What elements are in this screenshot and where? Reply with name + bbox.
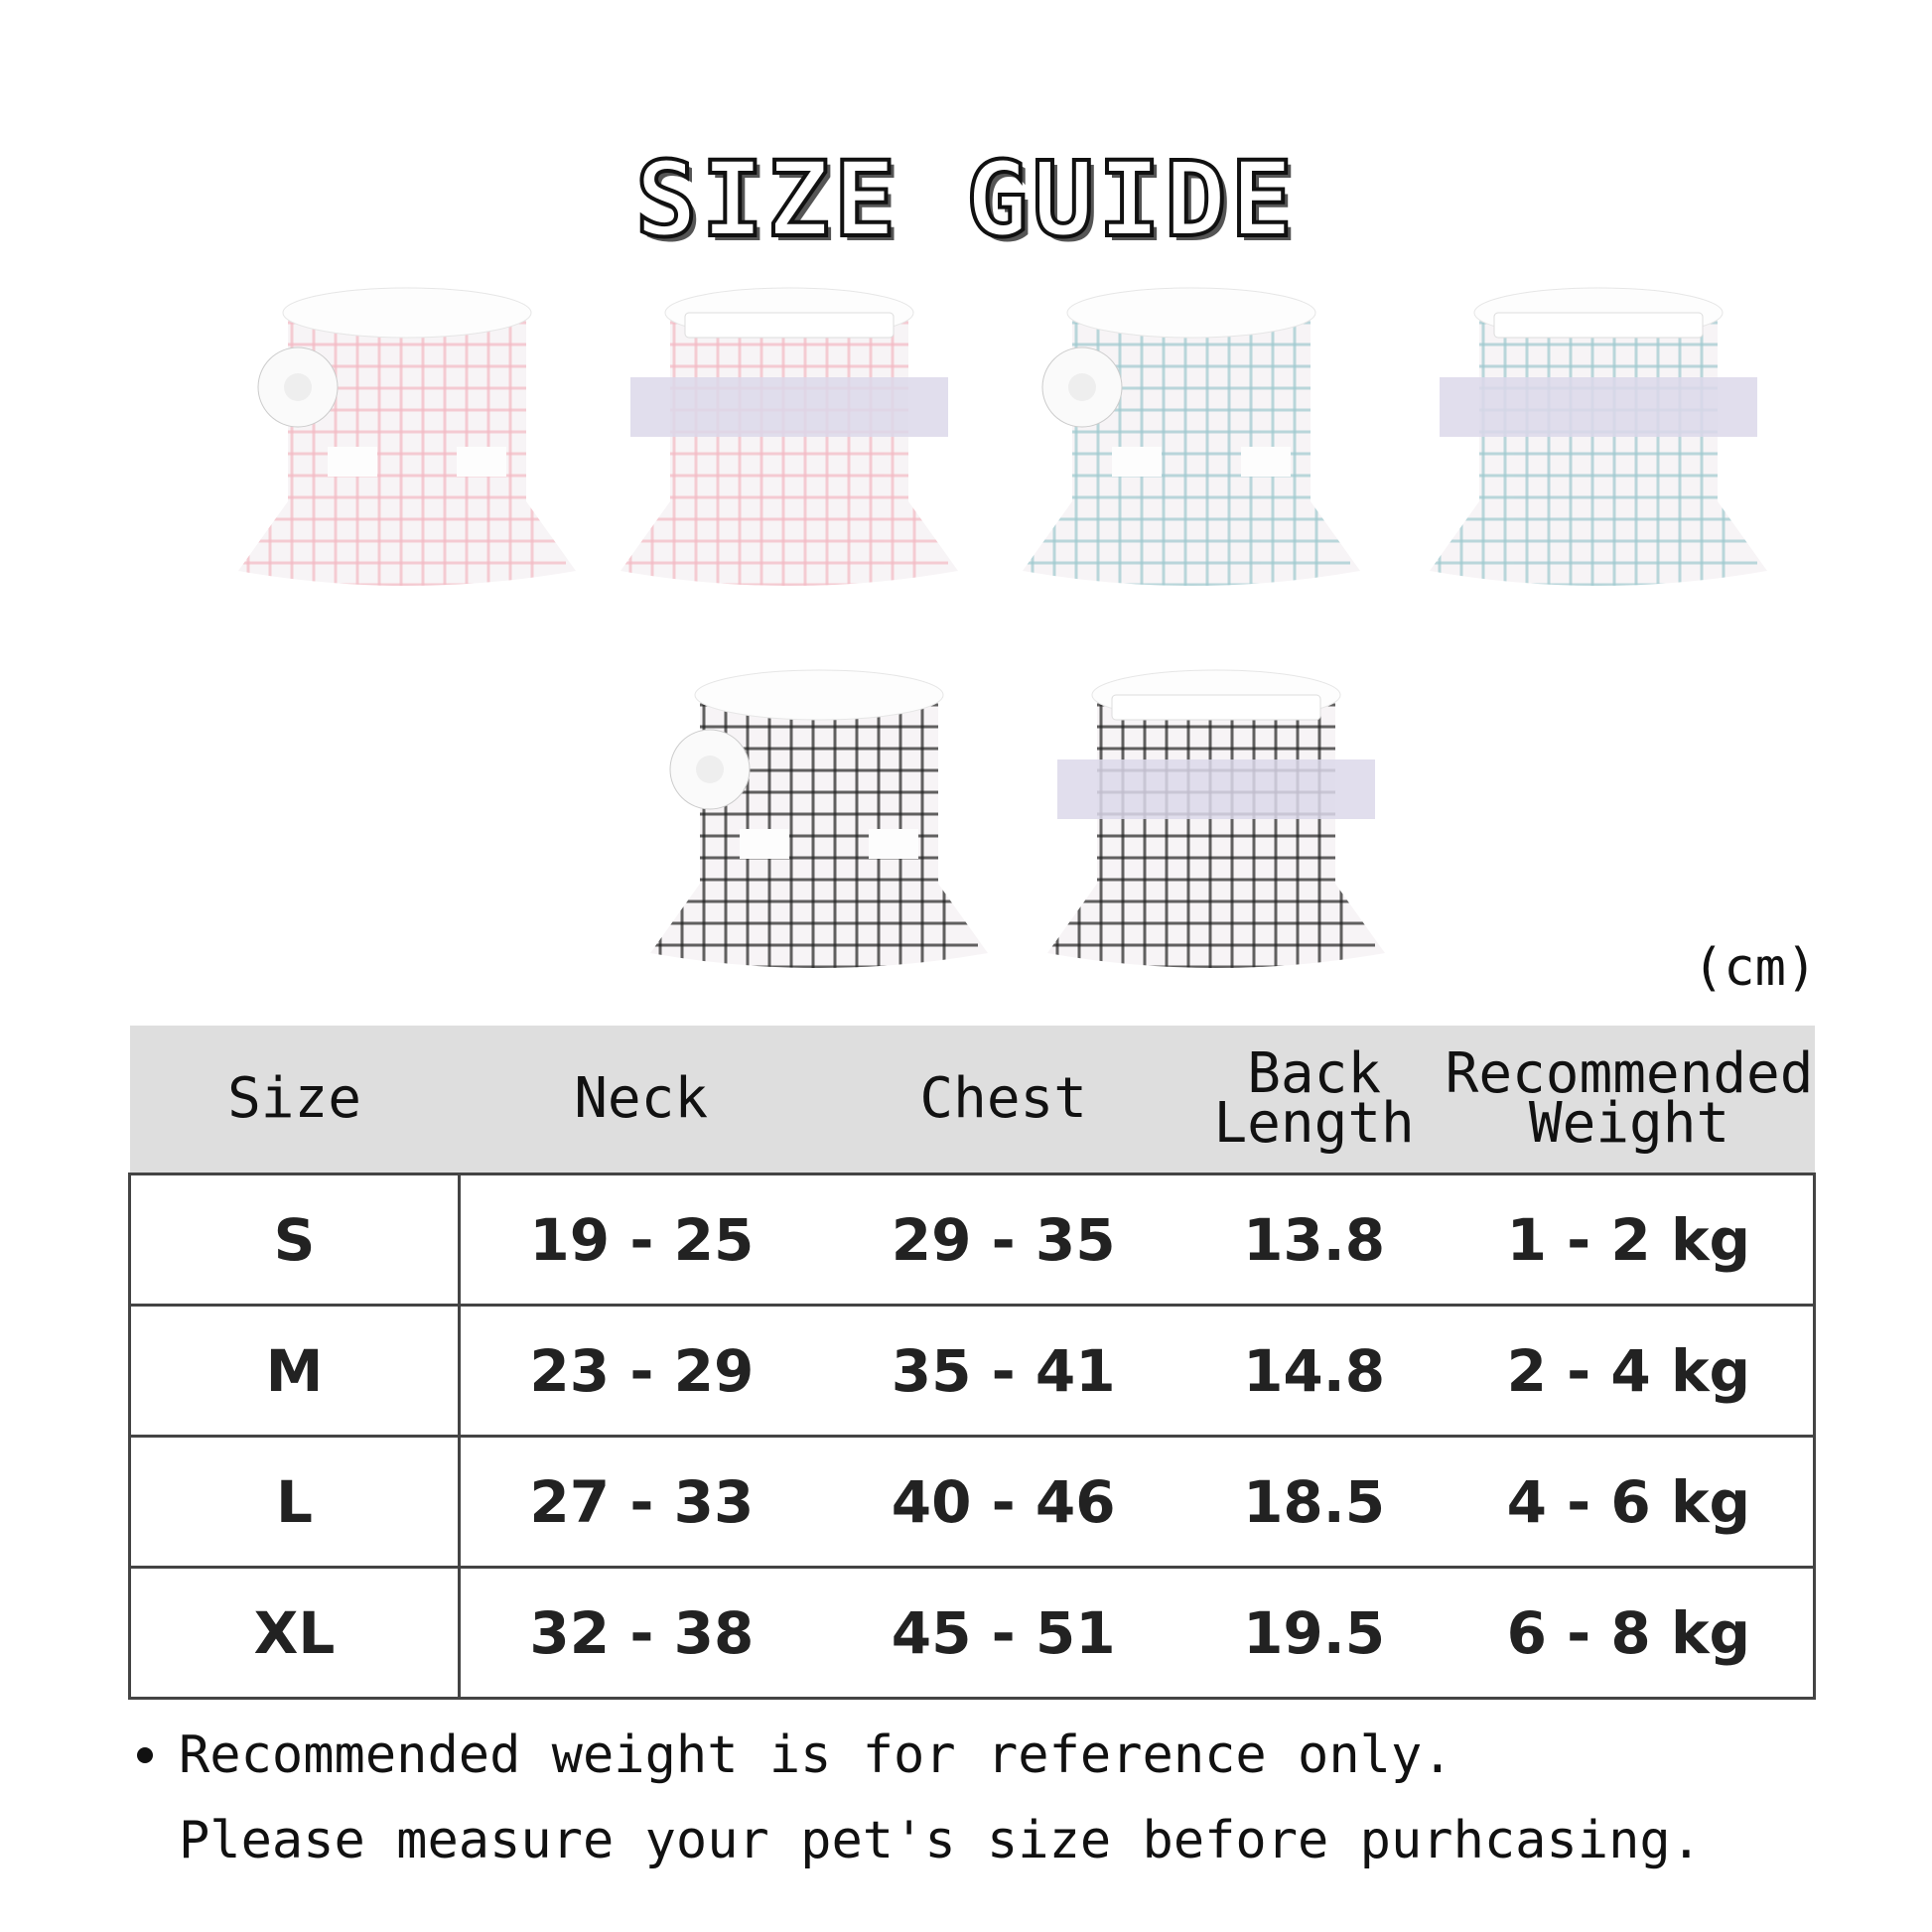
product-image-black-back — [1037, 665, 1395, 987]
cell-chest: 40 - 46 — [822, 1435, 1184, 1569]
page-title: SIZE GUIDE — [633, 137, 1298, 262]
table-row: L 27 - 33 40 - 46 18.5 4 - 6 kg — [128, 1435, 1816, 1569]
table-row: M 23 - 29 35 - 41 14.8 2 - 4 kg — [128, 1304, 1816, 1438]
cell-chest: 35 - 41 — [822, 1304, 1184, 1438]
cell-back-length: 18.5 — [1183, 1435, 1445, 1569]
cell-neck: 19 - 25 — [459, 1173, 823, 1307]
cell-weight: 2 - 4 kg — [1444, 1304, 1816, 1438]
cell-neck: 23 - 29 — [459, 1304, 823, 1438]
cell-weight: 1 - 2 kg — [1444, 1173, 1816, 1307]
table-row: S 19 - 25 29 - 35 13.8 1 - 2 kg — [128, 1173, 1816, 1307]
cell-size: S — [128, 1173, 461, 1307]
product-image-black-front — [640, 665, 998, 987]
cell-neck: 27 - 33 — [459, 1435, 823, 1569]
header-size: Size — [129, 1026, 460, 1174]
unit-label: (cm) — [1693, 938, 1818, 998]
header-weight: Recommended Weight — [1444, 1026, 1815, 1174]
size-table: Size Neck Chest Back Length Recommended … — [128, 1026, 1816, 1700]
cell-weight: 4 - 6 kg — [1444, 1435, 1816, 1569]
table-header-row: Size Neck Chest Back Length Recommended … — [129, 1026, 1815, 1174]
cell-back-length: 14.8 — [1183, 1304, 1445, 1438]
product-image-pink-front — [228, 283, 586, 605]
note-line-1: Recommended weight is for reference only… — [179, 1725, 1453, 1785]
product-image-pink-back — [611, 283, 968, 605]
cell-size: L — [128, 1435, 461, 1569]
bullet-icon — [137, 1747, 153, 1763]
cell-weight: 6 - 8 kg — [1444, 1566, 1816, 1700]
cell-chest: 45 - 51 — [822, 1566, 1184, 1700]
cell-neck: 32 - 38 — [459, 1566, 823, 1700]
header-chest: Chest — [822, 1026, 1184, 1174]
cell-back-length: 13.8 — [1183, 1173, 1445, 1307]
cell-back-length: 19.5 — [1183, 1566, 1445, 1700]
header-neck: Neck — [459, 1026, 823, 1174]
header-back-length: Back Length — [1183, 1026, 1445, 1174]
cell-chest: 29 - 35 — [822, 1173, 1184, 1307]
note-line-2: Please measure your pet's size before pu… — [179, 1811, 1703, 1870]
product-image-blue-back — [1420, 283, 1777, 605]
table-row: XL 32 - 38 45 - 51 19.5 6 - 8 kg — [128, 1566, 1816, 1700]
product-image-blue-front — [1013, 283, 1370, 605]
cell-size: XL — [128, 1566, 461, 1700]
cell-size: M — [128, 1304, 461, 1438]
